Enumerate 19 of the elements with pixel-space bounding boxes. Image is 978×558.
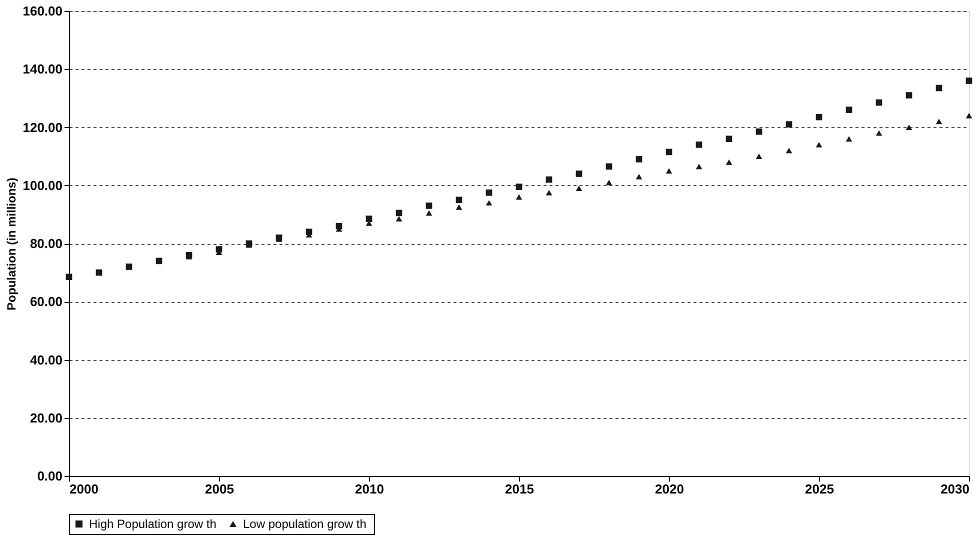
y-tick-label: 60.00 <box>30 294 62 310</box>
y-tick-label: 140.00 <box>22 62 62 77</box>
x-tick-label: 2010 <box>355 482 384 496</box>
x-tick-label: 2015 <box>505 482 534 496</box>
x-tick-label: 2005 <box>205 482 234 496</box>
y-tick-label: 120.00 <box>22 120 62 135</box>
y-tick-label: 100.00 <box>22 178 62 193</box>
y-tick-label: 160.00 <box>22 4 62 18</box>
y-tick-label: 40.00 <box>30 352 62 368</box>
x-tick-label: 2000 <box>70 482 98 496</box>
x-tick-label: 2025 <box>805 482 834 496</box>
x-tick-label: 2020 <box>655 482 684 496</box>
y-tick-label: 80.00 <box>30 236 62 251</box>
y-tick-label: 20.00 <box>30 410 62 426</box>
y-axis-title: Population (in millions) <box>4 178 19 310</box>
legend-label: High Population grow th <box>89 517 216 531</box>
y-tick-label: 0.00 <box>37 468 62 484</box>
x-tick-label: 2030 <box>940 482 970 496</box>
legend-label: Low population grow th <box>243 517 366 531</box>
